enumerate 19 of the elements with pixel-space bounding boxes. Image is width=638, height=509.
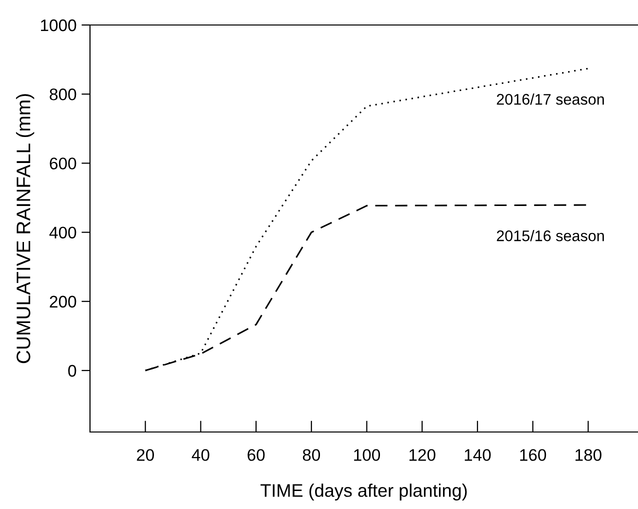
y-tick-label: 600 (50, 158, 76, 170)
y-tick-label: 0 (68, 364, 76, 377)
y-tick-label: 400 (49, 226, 76, 239)
x-tick-label: 140 (464, 449, 491, 461)
x-tick-label: 180 (576, 449, 602, 461)
x-tick-label: 100 (354, 449, 380, 461)
x-tick-label: 80 (302, 449, 320, 461)
y-tick-label: 200 (50, 296, 76, 308)
x-tick-label: 120 (409, 449, 436, 461)
y-tick-label: 800 (50, 88, 76, 100)
series-label: 2015/16 season (496, 230, 604, 242)
series-label: 2016/17 season (496, 94, 604, 105)
x-axis-title: TIME (days after planting) (260, 484, 467, 500)
y-tick-label: 1000 (41, 19, 76, 32)
x-tick-label: 160 (520, 449, 546, 461)
y-axis-title: CUMULATIVE RAINFALL (mm) (16, 94, 34, 364)
x-tick-label: 20 (136, 449, 154, 461)
x-tick-label: 40 (192, 449, 210, 461)
x-tick-label: 60 (248, 449, 265, 461)
